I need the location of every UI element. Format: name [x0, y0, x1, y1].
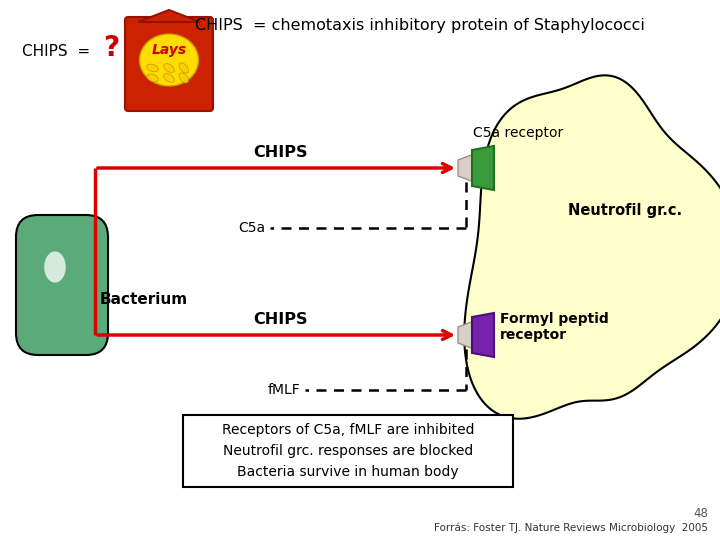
Text: Receptors of C5a, fMLF are inhibited
Neutrofil grc. responses are blocked
Bacter: Receptors of C5a, fMLF are inhibited Neu…	[222, 423, 474, 479]
Ellipse shape	[140, 34, 199, 86]
Ellipse shape	[179, 63, 189, 73]
Text: C5a: C5a	[238, 221, 265, 235]
Ellipse shape	[163, 64, 174, 72]
Text: ?: ?	[103, 34, 119, 62]
Polygon shape	[472, 313, 494, 357]
Ellipse shape	[163, 73, 174, 83]
Text: 48: 48	[693, 507, 708, 520]
Polygon shape	[458, 321, 474, 349]
Polygon shape	[138, 10, 200, 22]
Text: Neutrofil gr.c.: Neutrofil gr.c.	[568, 202, 682, 218]
FancyBboxPatch shape	[183, 415, 513, 487]
Ellipse shape	[179, 73, 189, 83]
FancyBboxPatch shape	[125, 17, 213, 111]
Text: fMLF: fMLF	[267, 383, 300, 397]
Text: Bacterium: Bacterium	[100, 293, 188, 307]
Text: Formyl peptid
receptor: Formyl peptid receptor	[500, 312, 608, 342]
Polygon shape	[458, 154, 474, 182]
Polygon shape	[464, 76, 720, 418]
Text: CHIPS  =: CHIPS =	[22, 44, 90, 59]
FancyBboxPatch shape	[16, 215, 108, 355]
Text: CHIPS  = chemotaxis inhibitory protein of Staphylococci: CHIPS = chemotaxis inhibitory protein of…	[195, 18, 645, 33]
Polygon shape	[472, 146, 494, 190]
Ellipse shape	[44, 252, 66, 282]
Text: CHIPS: CHIPS	[253, 312, 307, 327]
Ellipse shape	[147, 74, 158, 82]
Ellipse shape	[147, 64, 158, 72]
Text: CHIPS: CHIPS	[253, 145, 307, 160]
Text: Lays: Lays	[151, 43, 186, 57]
Text: C5a receptor: C5a receptor	[473, 126, 563, 140]
Text: Forrás: Foster TJ. Nature Reviews Microbiology  2005: Forrás: Foster TJ. Nature Reviews Microb…	[434, 523, 708, 533]
